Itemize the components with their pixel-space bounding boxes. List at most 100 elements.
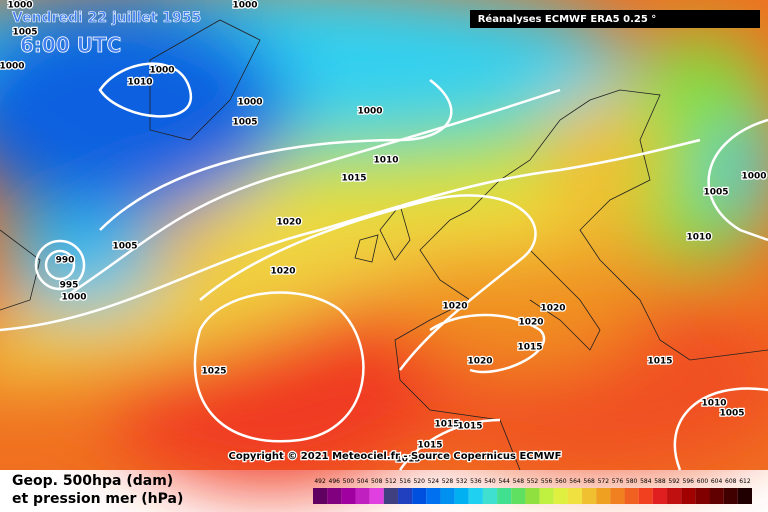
- field: [0, 0, 768, 490]
- scale-cell: [525, 488, 540, 504]
- isobar-label: 1020: [518, 318, 543, 328]
- scale-cell: [482, 488, 498, 504]
- isobar-label: 1015: [417, 441, 442, 451]
- scale-cell: [397, 488, 413, 504]
- scale-cell: [412, 488, 427, 504]
- scale-cell: [468, 488, 483, 504]
- isobar-label: 1025: [201, 367, 226, 377]
- scale-cell: [667, 488, 682, 504]
- scale-cell: [610, 488, 625, 504]
- scale-cell: [723, 488, 738, 504]
- scale-label: 600: [697, 478, 709, 485]
- scale-cell: [454, 488, 469, 504]
- scale-label: 596: [683, 478, 695, 485]
- isobar-label: 1010: [373, 156, 398, 166]
- scale-label: 604: [711, 478, 723, 485]
- isobar-label: 1000: [0, 62, 25, 72]
- scale-label: 504: [357, 478, 369, 485]
- legend-title: Geop. 500hpa (dam): [12, 473, 173, 489]
- isobar-label: 1020: [276, 218, 301, 228]
- isobar-label: 1015: [457, 422, 482, 432]
- scale-label: 508: [371, 478, 383, 485]
- scale-cell: [355, 488, 370, 504]
- isobar-label: 1020: [270, 267, 295, 277]
- isobar-label: 1000: [357, 107, 382, 117]
- scale-cell: [681, 488, 696, 504]
- isobar-label: 990: [56, 256, 75, 266]
- scale-cell: [567, 488, 583, 504]
- scale-label: 572: [598, 478, 610, 485]
- isobar-label: 1020: [467, 357, 492, 367]
- scale-label: 576: [612, 478, 624, 485]
- scale-label: 492: [314, 478, 326, 485]
- scale-label: 516: [399, 478, 411, 485]
- scale-cell: [327, 488, 342, 504]
- scale-cell: [511, 488, 526, 504]
- scale-label: 584: [640, 478, 652, 485]
- isobar-label: 1000: [232, 1, 257, 11]
- isobar-label: 1000: [149, 66, 174, 76]
- isobar-label: 1000: [61, 293, 86, 303]
- scale-label: 588: [654, 478, 666, 485]
- scale-label: 536: [470, 478, 482, 485]
- scale-cell: [440, 488, 455, 504]
- isobar-label: 1005: [232, 118, 257, 128]
- coastlines: [0, 19, 768, 471]
- isobar-label: 1005: [12, 28, 37, 38]
- scale-label: 548: [513, 478, 525, 485]
- isobar-label: 1015: [517, 343, 542, 353]
- scale-cell: [695, 488, 710, 504]
- scale-cell: [341, 488, 356, 504]
- isobar-label: 1020: [540, 304, 565, 314]
- color-scale: 492 496 500 504 508 512 516 520 524 528 532 536 540 5…: [313, 478, 752, 504]
- scale-cell: [596, 488, 611, 504]
- isobar-label: 1015: [647, 357, 672, 367]
- scale-cell: [539, 488, 554, 504]
- scale-cell: [497, 488, 512, 504]
- scale-cell: [582, 488, 597, 504]
- scale-cell: [369, 488, 384, 504]
- scale-cell: [313, 488, 328, 504]
- legend-subtitle: et pression mer (hPa): [12, 491, 183, 507]
- isobar-label: 1000: [741, 172, 766, 182]
- scale-label: 500: [343, 478, 355, 485]
- copyright: Copyright © 2021 Meteociel.fr - Source C…: [229, 451, 562, 462]
- scale-label: 544: [498, 478, 510, 485]
- isobar-label: 1015: [395, 455, 420, 465]
- isobar-label: 1005: [719, 409, 744, 419]
- scale-cell: [624, 488, 639, 504]
- scale-label: 512: [385, 478, 397, 485]
- scale-cell: [553, 488, 568, 504]
- source-box: [470, 10, 760, 28]
- source: Réanalyses ECMWF ERA5 0.25 °: [478, 13, 657, 25]
- scale-label: 612: [739, 478, 751, 485]
- isobar-label: 1015: [434, 420, 459, 430]
- scale-label: 524: [428, 478, 440, 485]
- scale-label: 608: [725, 478, 737, 485]
- isobar-labels: 1000 1000 1005 1000 1000 1010 1000 1000 1005 1010…: [0, 0, 768, 466]
- isobar-label: 1015: [341, 174, 366, 184]
- scale-label: 520: [413, 478, 425, 485]
- scale-label: 532: [456, 478, 468, 485]
- scale-label: 568: [583, 478, 595, 485]
- isobar-label: 1020: [442, 302, 467, 312]
- scale-label: 552: [527, 478, 539, 485]
- scale-label: 556: [541, 478, 553, 485]
- scale-label: 564: [569, 478, 581, 485]
- isobars: [0, 62, 768, 471]
- isobar-label: 1005: [112, 242, 137, 252]
- scale-label: 592: [668, 478, 680, 485]
- scale-label: 540: [484, 478, 496, 485]
- scale-cell: [383, 488, 398, 504]
- scale-cell: [426, 488, 441, 504]
- isobar-label: 1010: [686, 233, 711, 243]
- scale-label: 560: [555, 478, 567, 485]
- isobar-label: 1000: [237, 98, 262, 108]
- scale-label: 580: [626, 478, 638, 485]
- isobar-label: 1005: [703, 188, 728, 198]
- time: 6:00 UTC: [20, 33, 121, 57]
- scale-cell: [709, 488, 724, 504]
- scale-label: 528: [442, 478, 454, 485]
